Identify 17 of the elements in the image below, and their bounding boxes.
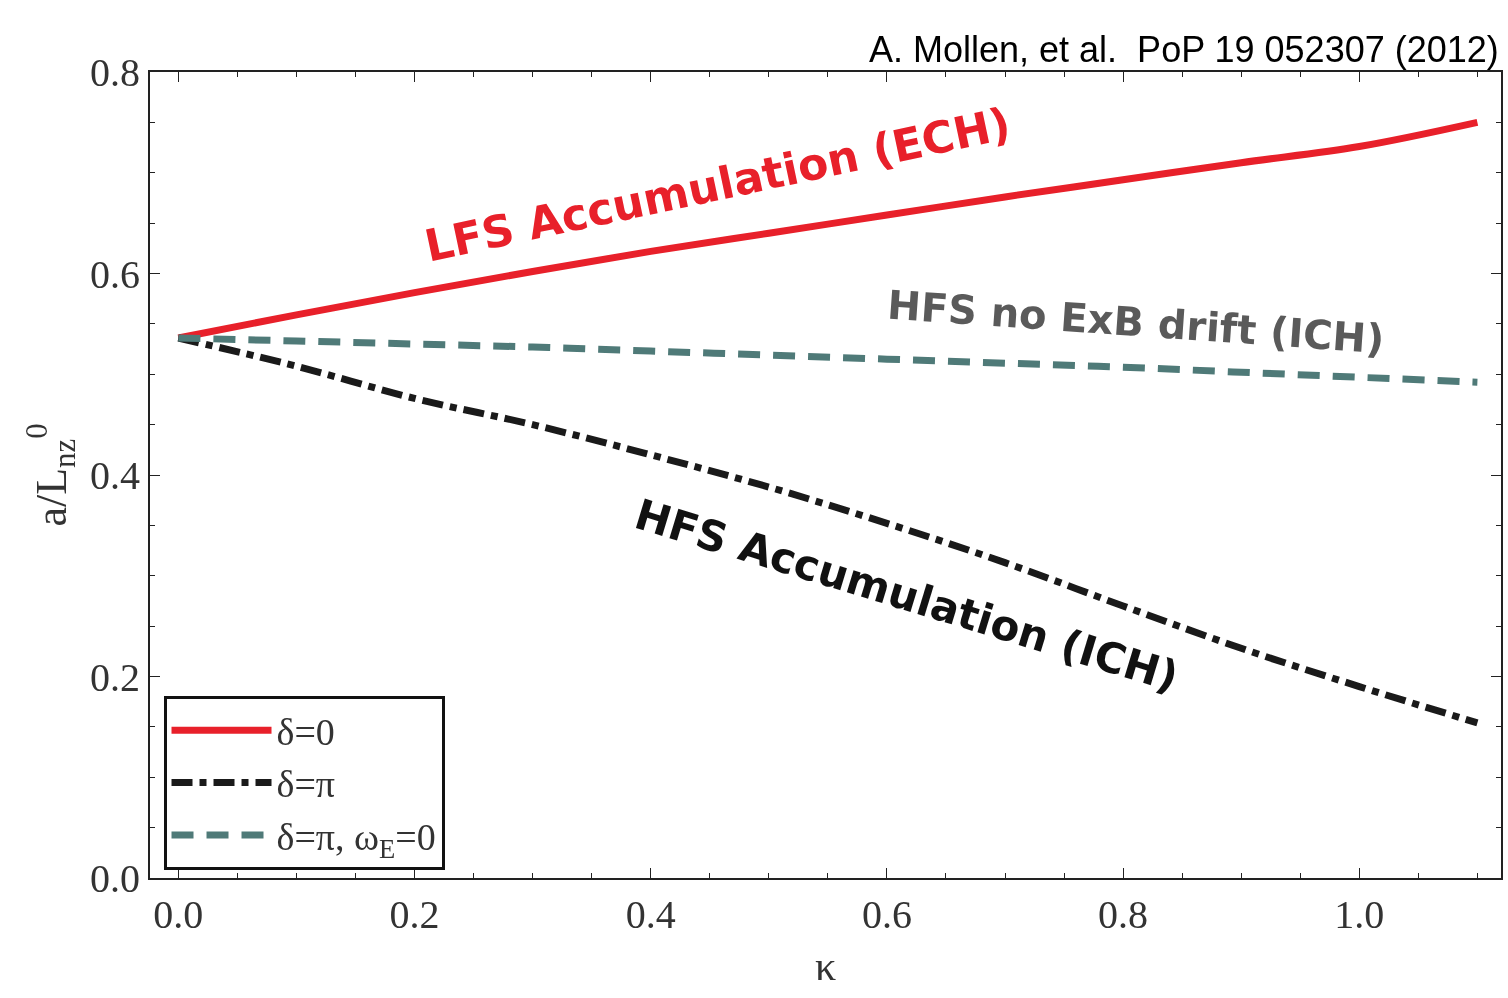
text: A. Mollen, et al. PoP 19 052307 (2012) xyxy=(869,29,1499,70)
y-tick-label: 0.8 xyxy=(90,50,140,95)
x-tick-label: 0.4 xyxy=(625,892,676,937)
x-axis-title: κ xyxy=(814,943,837,990)
y-tick-label: 0.4 xyxy=(90,453,140,498)
x-tick-label: 1.0 xyxy=(1334,892,1385,937)
legend-label: δ=π, ω$_{E}$=0 xyxy=(276,815,436,864)
x-tick-label: 0.6 xyxy=(861,892,912,937)
x-tick-label: 0.0 xyxy=(153,892,204,937)
y-tick-label: 0.6 xyxy=(90,251,140,297)
y-tick-label: 0.2 xyxy=(90,654,140,700)
x-tick-label: 0.8 xyxy=(1098,892,1149,937)
y-tick-label: 0.0 xyxy=(90,856,140,901)
annotation: HFS no ExB drift (ICH) xyxy=(885,281,1386,363)
legend-label: δ=π xyxy=(276,763,336,806)
legend-label: δ=0 xyxy=(276,710,335,753)
x-tick-label: 0.2 xyxy=(389,892,440,937)
